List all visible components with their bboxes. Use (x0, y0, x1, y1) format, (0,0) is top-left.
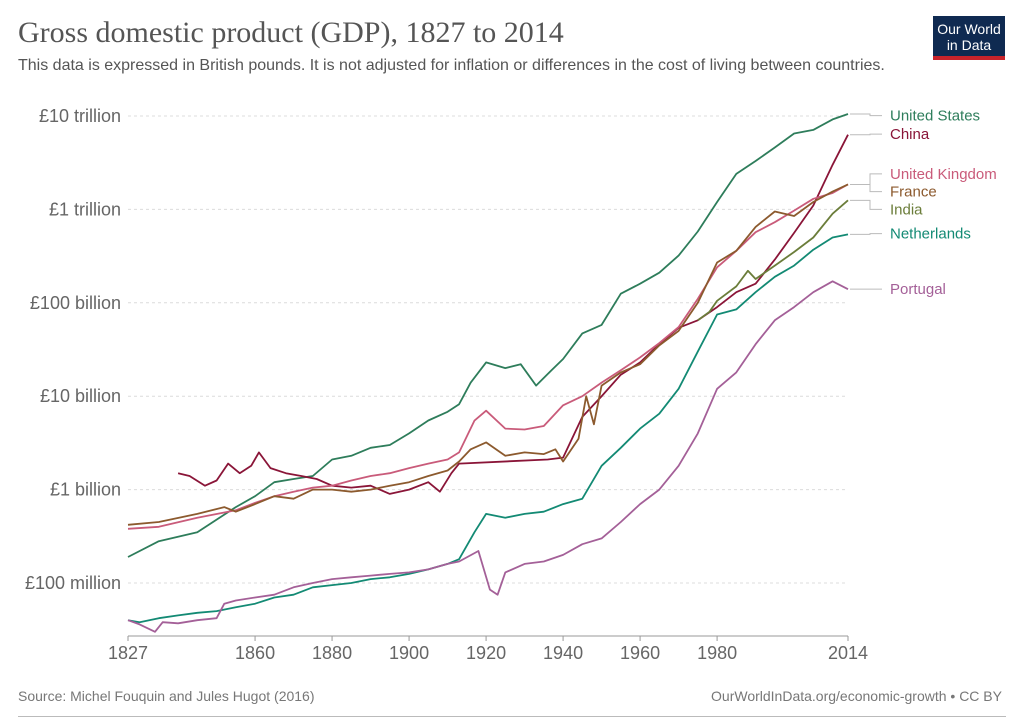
x-tick-label: 1920 (466, 643, 506, 663)
x-tick-label: 2014 (828, 643, 868, 663)
y-tick-label: £1 trillion (49, 199, 121, 219)
footer-divider (18, 716, 1006, 717)
chart-subtitle: This data is expressed in British pounds… (18, 57, 885, 74)
x-tick-label: 1880 (312, 643, 352, 663)
logo-line-1: Our World (937, 21, 1001, 37)
x-tick-label: 1827 (108, 643, 148, 663)
chart-title: Gross domestic product (GDP), 1827 to 20… (18, 16, 564, 49)
legend-leader-line (850, 173, 882, 185)
logo-line-2: in Data (946, 37, 992, 53)
legend-leader-line (850, 199, 882, 210)
source-note[interactable]: Source: Michel Fouquin and Jules Hugot (… (18, 688, 315, 704)
series-line-india[interactable] (697, 199, 849, 322)
series-line-france[interactable] (127, 183, 849, 526)
x-tick-label: 1860 (235, 643, 275, 663)
legend-leader-line (850, 133, 882, 136)
series-line-united-kingdom[interactable] (127, 183, 849, 530)
series-line-united-states[interactable] (127, 113, 849, 558)
series-lines (127, 113, 849, 633)
y-tick-label: £10 billion (40, 386, 121, 406)
legend-label-china[interactable]: China (890, 126, 930, 143)
legend-label-portugal[interactable]: Portugal (890, 281, 946, 298)
series-line-netherlands[interactable] (127, 233, 849, 624)
y-tick-label: £10 trillion (39, 106, 121, 126)
legend-label-united-kingdom[interactable]: United Kingdom (890, 166, 997, 183)
x-tick-label: 1980 (697, 643, 737, 663)
legend-leader-line (850, 183, 882, 193)
legend-label-india[interactable]: India (890, 201, 923, 218)
license-link[interactable]: OurWorldInData.org/economic-growth • CC … (711, 688, 1002, 704)
grid-lines (128, 115, 848, 584)
x-tick-label: 1940 (543, 643, 583, 663)
y-axis-tick-labels: £10 trillion £1 trillion £100 billion £10 b… (25, 106, 121, 593)
x-axis: 1827 1860 1880 1900 1920 1940 1960 1980 2014 (108, 635, 868, 663)
owid-logo[interactable]: Our World in Data (933, 16, 1005, 60)
y-tick-label: £100 million (25, 573, 121, 593)
y-tick-label: £100 billion (30, 293, 121, 313)
legend-label-france[interactable]: France (890, 184, 937, 201)
series-line-china[interactable] (177, 134, 849, 495)
series-line-portugal[interactable] (127, 280, 849, 633)
legend-leader-line (850, 233, 882, 235)
y-tick-label: £1 billion (50, 480, 121, 500)
legend-leader-line (850, 113, 882, 117)
legend-label-netherlands[interactable]: Netherlands (890, 226, 971, 243)
x-tick-label: 1960 (620, 643, 660, 663)
x-tick-label: 1900 (389, 643, 429, 663)
legend-label-united-states[interactable]: United States (890, 108, 980, 125)
